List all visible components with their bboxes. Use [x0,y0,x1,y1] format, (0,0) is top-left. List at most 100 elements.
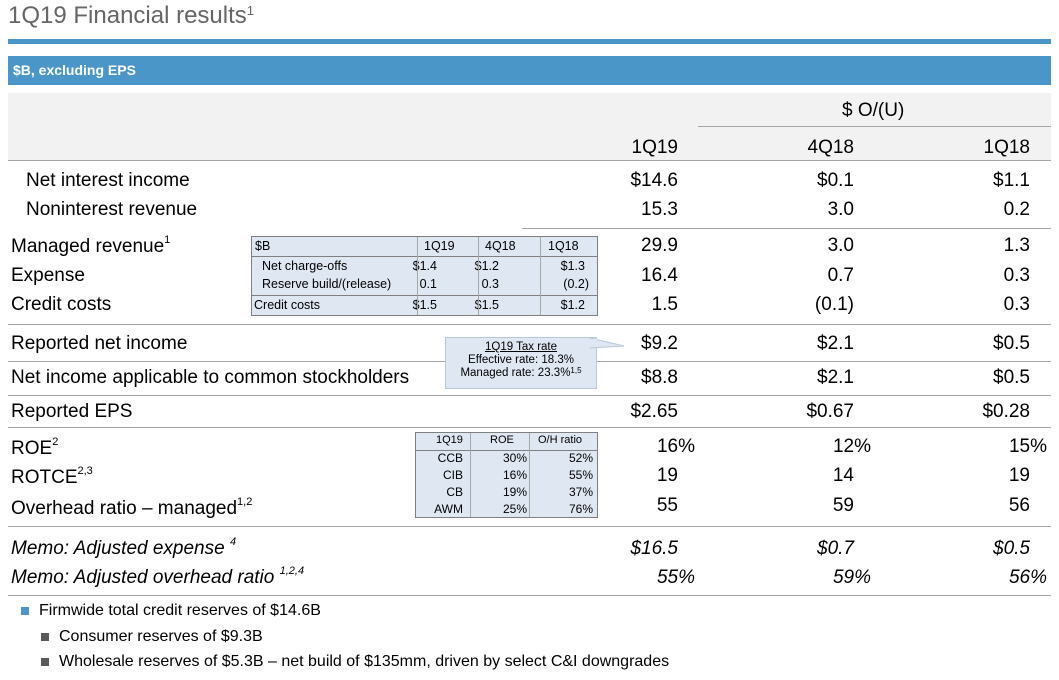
segment-roe: 30% [502,451,527,465]
value-credit-4q18: (0.1) [814,294,854,315]
value-roe-1q19: 16% [656,436,695,457]
segment-row-cib: CIB 16% 55% [416,467,597,484]
inset-label: Reserve build/(release) [262,277,392,291]
header-col-1q19: 1Q19 [631,137,678,158]
inset-row-reserve-build: Reserve build/(release) 0.1 0.3 (0.2) [252,275,597,294]
value-nonint-4q18: 3.0 [827,199,854,220]
tax-rate-callout: 1Q19 Tax rate Effective rate: 18.3% Mana… [445,337,597,389]
header-col-4q18: 4Q18 [807,137,854,158]
roe-footnote: 2 [52,436,59,448]
value-ni-common-4q18: $2.1 [817,367,854,388]
page-title-text: 1Q19 Financial results [8,2,247,29]
table-bottom-rule [8,595,1051,596]
inset-header-4q18: 4Q18 [485,239,516,253]
inset-column-divider [417,237,418,315]
value-expense-4q18: 0.7 [827,265,854,286]
section-rule [8,427,1051,428]
value-eps-1q18: $0.28 [982,401,1030,422]
value-nonint-1q19: 15.3 [641,199,678,220]
tax-callout-managed-text: Managed rate: 23.3% [460,367,571,379]
inset-value: 0.3 [481,277,499,291]
segment-column-divider [470,433,471,517]
value-reported-ni-4q18: $2.1 [817,333,854,354]
tax-callout-effective: Effective rate: 18.3% [468,354,574,366]
segment-row-awm: AWM 25% 76% [416,501,597,518]
segment-header-row: 1Q19 ROE O/H ratio [416,432,597,450]
credit-costs-inset-table: $B 1Q19 4Q18 1Q18 Net charge-offs $1.4 $… [251,236,598,316]
overhead-footnote: 1,2 [237,496,253,508]
segment-label: CB [446,485,463,499]
title-underline-bar [8,39,1051,44]
inset-column-divider [540,237,541,315]
value-overhead-1q19: 55 [656,495,678,516]
value-memo-ohr-1q19: 55% [656,567,695,588]
segment-oh: 37% [568,485,593,499]
overhead-label: Overhead ratio – managed [11,498,238,519]
row-label-net-interest-income: Net interest income [26,170,190,191]
tax-callout-managed: Managed rate: 23.3%1,5 [446,366,596,379]
inset-header-unit: $B [255,239,271,253]
value-reported-ni-1q19: $9.2 [641,333,678,354]
bullet-credit-reserves: Firmwide total credit reserves of $14.6B [39,602,321,619]
value-credit-1q19: 1.5 [651,294,678,315]
units-banner: $B, excluding EPS [8,56,1051,85]
value-nonint-1q18: 0.2 [1003,199,1030,220]
segment-column-divider [529,433,530,517]
section-rule [8,395,1051,396]
value-memo-ohr-4q18: 59% [832,567,871,588]
inset-header-1q18: 1Q18 [548,239,579,253]
rotce-footnote: 2,3 [77,465,93,477]
value-rotce-1q19: 19 [656,465,678,486]
value-memo-exp-1q19: $16.5 [630,538,678,559]
value-memo-exp-4q18: $0.7 [817,538,854,559]
header-bottom-rule [8,160,1051,161]
tax-callout-title: 1Q19 Tax rate [484,341,558,353]
inset-value: $1.3 [560,259,585,273]
inset-header-rule [252,256,597,257]
value-memo-ohr-1q18: 56% [1008,567,1047,588]
value-managed-1q19: 29.9 [641,235,678,256]
value-overhead-1q18: 56 [1008,495,1030,516]
inset-row-net-charge-offs: Net charge-offs $1.4 $1.2 $1.3 [252,257,597,276]
page-title-footnote: 1 [246,3,255,18]
segment-header-roe: ROE [490,434,514,446]
row-label-ni-common: Net income applicable to common stockhol… [11,367,410,388]
tax-callout-footnote: 1,5 [570,366,582,375]
inset-total-rule [252,295,597,296]
segment-roe: 19% [502,485,527,499]
segment-oh: 55% [568,468,593,482]
value-nii-1q18: $1.1 [993,170,1030,191]
value-expense-1q19: 16.4 [641,265,678,286]
section-rule [8,324,1051,325]
segment-header-period: 1Q19 [436,434,463,446]
row-label-expense: Expense [11,265,85,286]
sub-bullet-square-icon [41,658,49,666]
value-nii-1q19: $14.6 [630,170,678,191]
segment-row-ccb: CCB 30% 52% [416,450,597,467]
inset-value: 0.1 [419,277,437,291]
callout-pointer [590,337,625,349]
header-group-label: $ O/(U) [842,100,905,121]
revenue-subtotal-rule [522,228,1051,229]
inset-value: $1.4 [412,259,437,273]
page-title: 1Q19 Financial results1 [8,2,254,30]
inset-header-row: $B 1Q19 4Q18 1Q18 [252,237,597,256]
section-rule [8,526,1051,527]
managed-revenue-label: Managed revenue [11,236,165,257]
value-credit-1q18: 0.3 [1003,294,1030,315]
value-roe-4q18: 12% [832,436,871,457]
row-label-reported-net-income: Reported net income [11,333,188,354]
segment-oh: 76% [568,502,593,516]
value-managed-4q18: 3.0 [827,235,854,256]
segment-roe: 16% [502,468,527,482]
header-col-1q18: 1Q18 [983,137,1030,158]
bullet-square-icon [21,607,29,615]
value-ni-common-1q19: $8.8 [641,367,678,388]
segment-header-oh: O/H ratio [538,434,583,446]
value-overhead-4q18: 59 [832,495,854,516]
row-label-memo-adjusted-overhead: Memo: Adjusted overhead ratio 1,2,4 [11,565,304,589]
inset-value: $1.2 [560,298,585,312]
segment-row-cb: CB 19% 37% [416,484,597,501]
row-label-noninterest-revenue: Noninterest revenue [26,199,198,220]
inset-label: Credit costs [254,298,320,312]
